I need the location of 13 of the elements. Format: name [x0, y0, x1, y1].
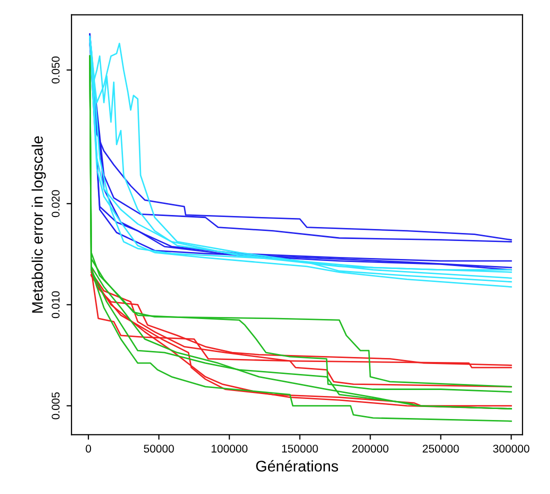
x-tick-label: 200000 [352, 444, 388, 453]
x-tick-label: 150000 [282, 444, 318, 453]
x-tick-label: 300000 [493, 444, 530, 453]
y-axis-title: Metabolic error in logscale [32, 136, 46, 313]
x-axis-title: Générations [256, 460, 338, 472]
x-tick-label: 0 [86, 444, 92, 453]
y-tick-label: 0.020 [52, 190, 60, 218]
x-tick-label: 100000 [212, 444, 248, 453]
x-tick-label: 250000 [422, 444, 459, 453]
y-tick-label: 0.010 [52, 291, 60, 318]
y-tick-label: 0.005 [52, 392, 60, 420]
y-tick-label: 0.050 [52, 56, 60, 84]
x-tick-label: 50000 [144, 444, 174, 453]
